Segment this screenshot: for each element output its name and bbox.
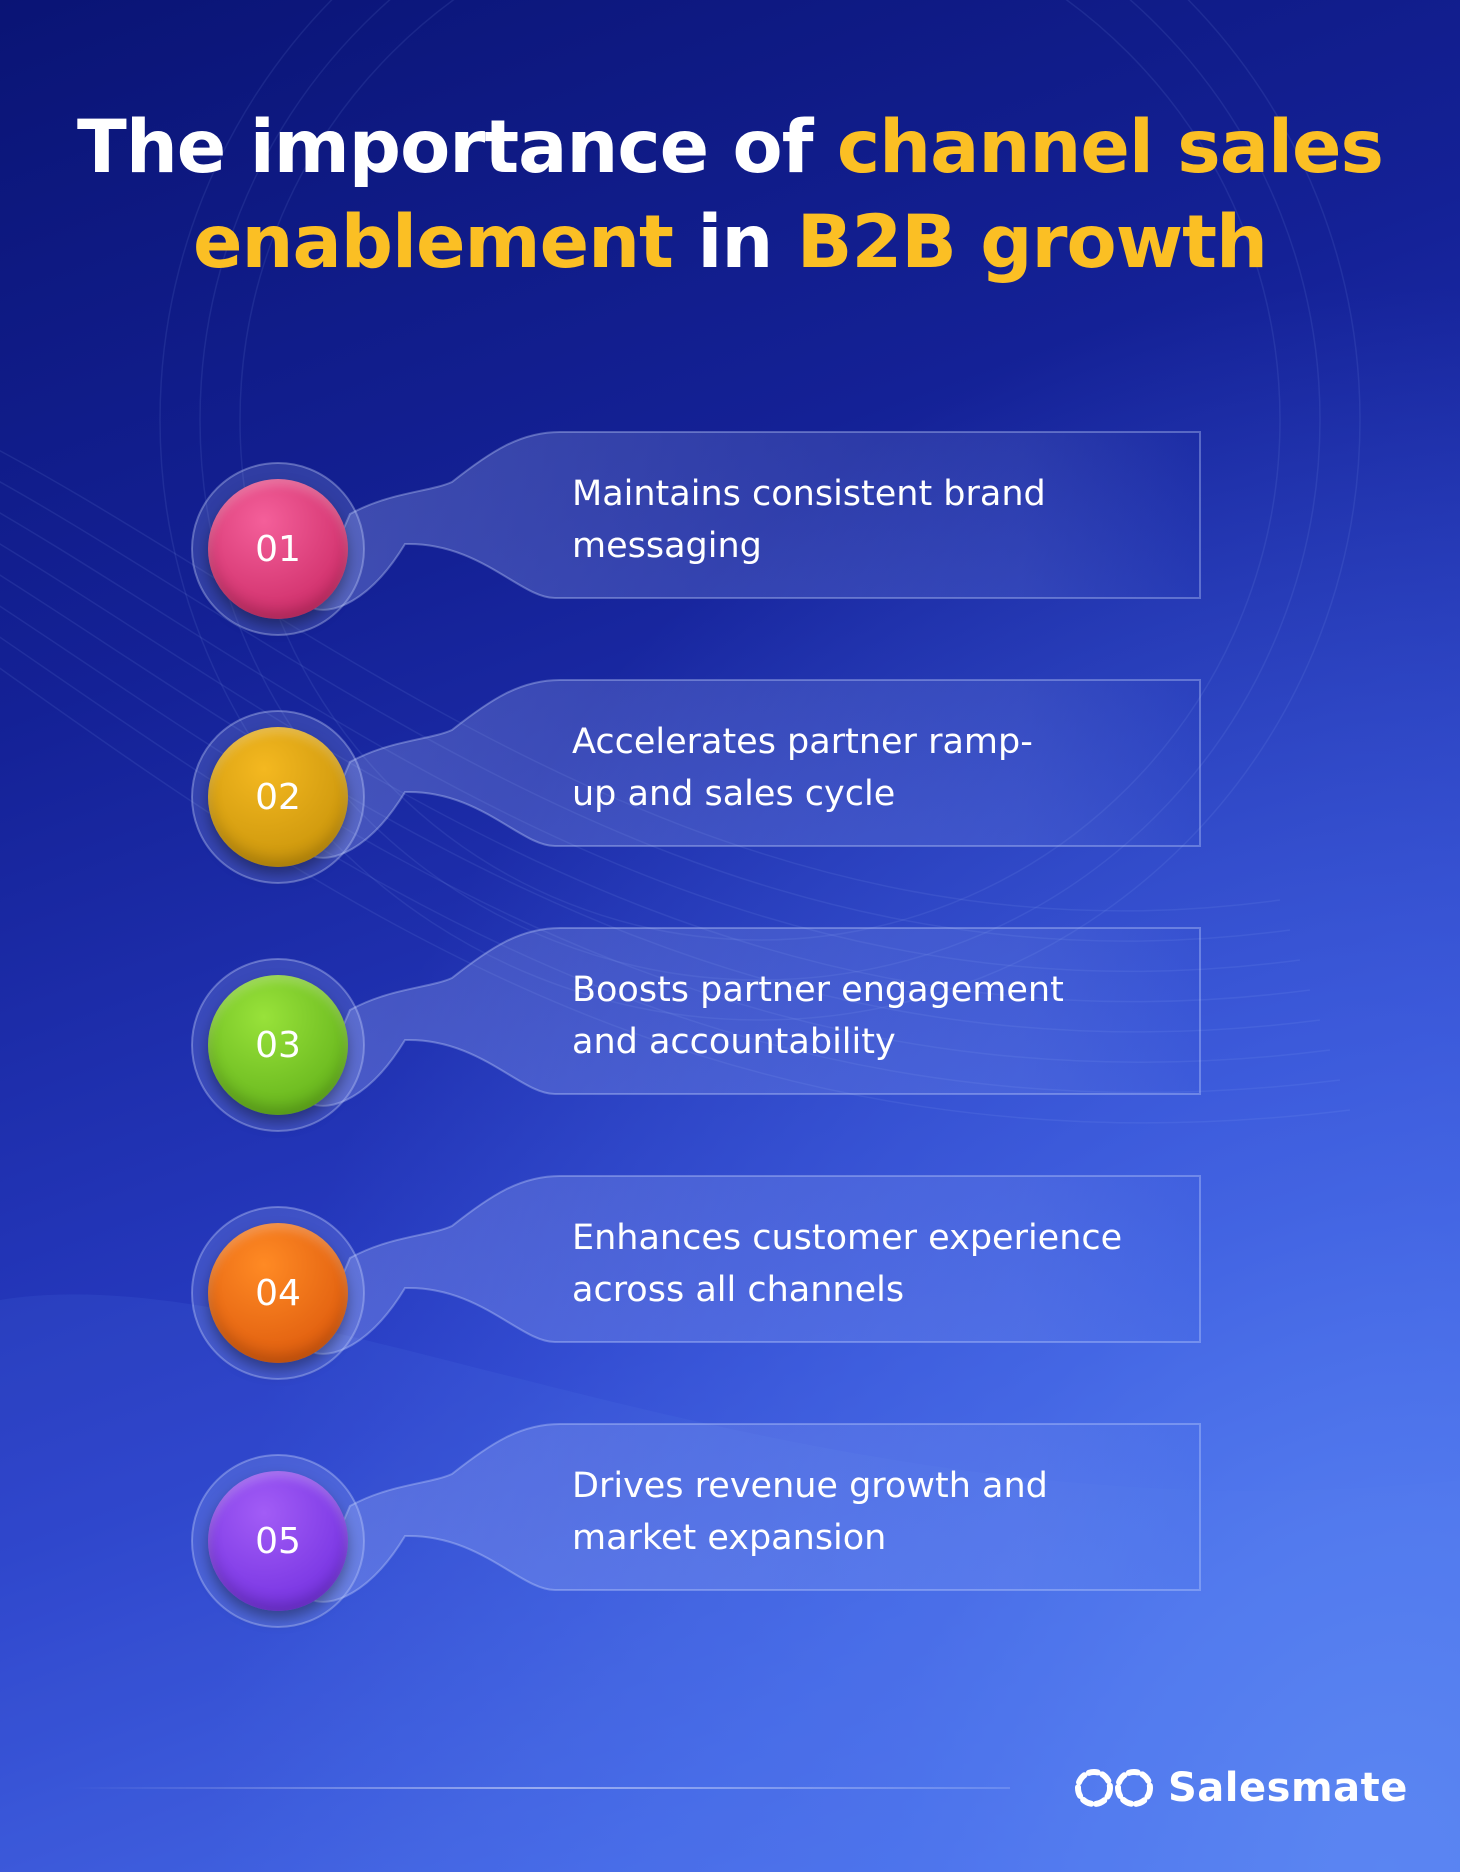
brand-name: Salesmate — [1168, 1765, 1408, 1811]
item-text: Accelerates partner ramp- up and sales c… — [572, 722, 1033, 814]
title-text-white: in — [672, 200, 797, 285]
salesmate-logo-icon — [1075, 1769, 1153, 1807]
title-text-highlight: channel sales — [836, 105, 1384, 190]
number-badge: 03 — [208, 975, 348, 1115]
list-item: 04 Enhances customer experience across a… — [190, 1175, 1210, 1380]
list-item: 03 Boosts partner engagement and account… — [190, 927, 1210, 1132]
title-text-highlight: B2B growth — [796, 200, 1268, 285]
title-text-white: The importance of — [77, 105, 837, 190]
number-badge: 02 — [208, 727, 348, 867]
page-title: The importance of channel sales enableme… — [0, 100, 1460, 290]
number-badge: 01 — [208, 479, 348, 619]
list-item: 01 Maintains consistent brand messaging — [190, 431, 1210, 636]
item-text: Boosts partner engagement and accountabi… — [572, 970, 1064, 1062]
number-badge: 05 — [208, 1471, 348, 1611]
list-item: 05 Drives revenue growth and market expa… — [190, 1423, 1210, 1628]
item-text: Drives revenue growth and market expansi… — [572, 1466, 1048, 1558]
item-text: Maintains consistent brand messaging — [572, 474, 1046, 566]
title-text-highlight: enablement — [192, 200, 674, 285]
brand-logo: Salesmate — [1072, 1760, 1408, 1816]
list-item: 02 Accelerates partner ramp- up and sale… — [190, 679, 1210, 884]
item-text: Enhances customer experience across all … — [572, 1218, 1123, 1310]
number-badge: 04 — [208, 1223, 348, 1363]
footer-divider — [70, 1787, 1010, 1789]
